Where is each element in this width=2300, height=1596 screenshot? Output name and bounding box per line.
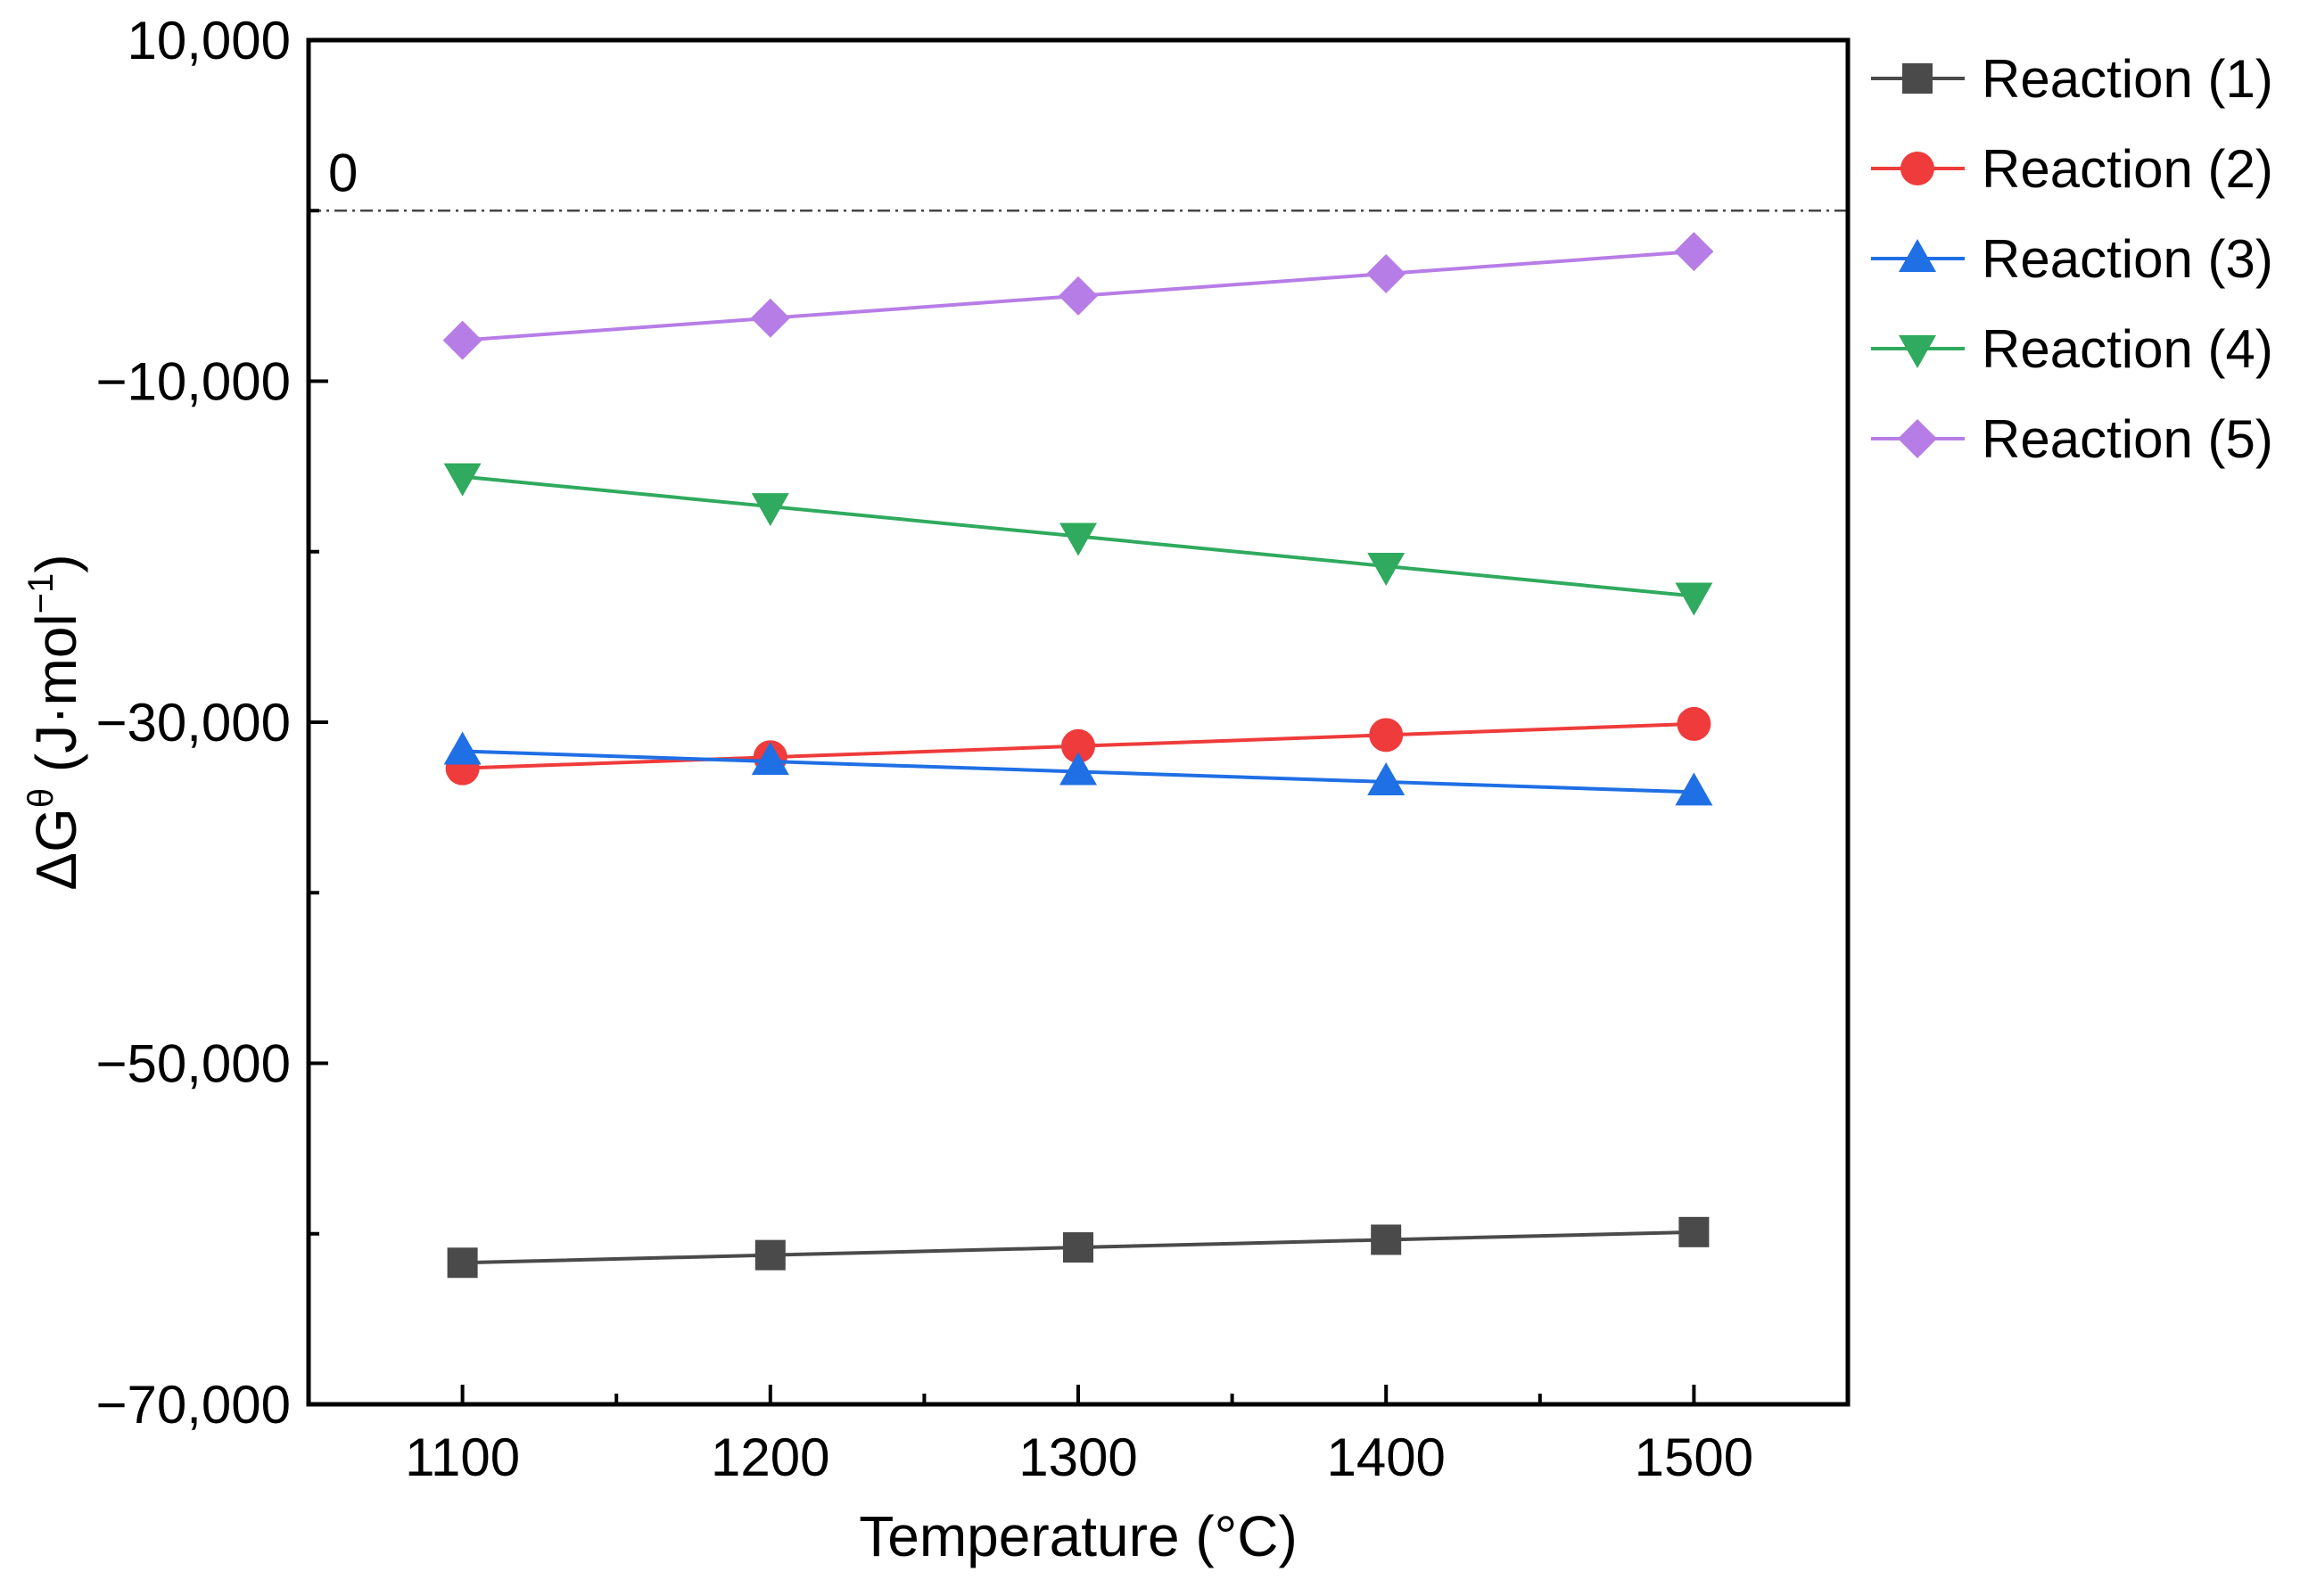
y-axis-title: ΔGθ (J·mol−1) — [21, 554, 88, 890]
data-point-5-1500 — [1674, 232, 1714, 272]
data-point-2-1400 — [1369, 718, 1404, 753]
legend-marker — [1902, 63, 1933, 94]
legend-label: Reaction (2) — [1982, 139, 2273, 199]
legend: Reaction (1) Reaction (2) Reaction (3) Reac… — [1871, 49, 2273, 469]
data-point-5-1300 — [1059, 276, 1098, 316]
data-point-5-1200 — [750, 298, 790, 338]
data-point-1-1300 — [1063, 1232, 1093, 1263]
data-point-3-1300 — [1059, 752, 1097, 786]
zero-reference-label: 0 — [328, 143, 358, 202]
x-axis-title: Temperature (°C) — [859, 1504, 1298, 1568]
legend-item-2: Reaction (2) — [1871, 139, 2273, 199]
data-point-3-1500 — [1675, 772, 1713, 806]
y-axis-title-prefix: ΔG — [24, 808, 88, 891]
data-point-3-1400 — [1367, 761, 1406, 795]
legend-label: Reaction (4) — [1982, 319, 2273, 379]
y-axis-title-unit-superscript: −1 — [21, 573, 61, 614]
data-point-2-1300 — [1061, 728, 1095, 763]
data-point-5-1400 — [1366, 254, 1406, 294]
data-point-1-1500 — [1678, 1216, 1710, 1247]
data-point-3-1200 — [751, 741, 789, 775]
series-reaction-5 — [442, 232, 1714, 360]
legend-label: Reaction (3) — [1982, 229, 2273, 289]
series-reaction-1 — [447, 1216, 1710, 1279]
data-point-1-1100 — [447, 1247, 478, 1279]
y-tick-label: −50,000 — [95, 1034, 291, 1094]
y-tick-label: −10,000 — [95, 352, 291, 412]
x-tick-label: 1200 — [711, 1427, 829, 1487]
y-axis-title-superscript: θ — [21, 788, 61, 808]
legend-item-4: Reaction (4) — [1871, 319, 2273, 379]
legend-marker — [1900, 152, 1934, 185]
x-tick-label: 1100 — [405, 1427, 520, 1487]
axis-layer: 1100 1200 1300 1400 1500 10,000 −10,000 −30,000… — [95, 11, 1753, 1487]
legend-marker — [1899, 335, 1936, 368]
series-reaction-3 — [443, 731, 1713, 806]
data-point-1-1400 — [1371, 1224, 1402, 1255]
data-point-2-1500 — [1677, 706, 1711, 741]
series-reaction-4 — [443, 463, 1713, 616]
legend-item-3: Reaction (3) — [1871, 229, 2273, 289]
legend-item-5: Reaction (5) — [1871, 409, 2273, 469]
data-point-4-1400 — [1367, 553, 1406, 587]
legend-item-1: Reaction (1) — [1871, 49, 2273, 109]
data-point-5-1100 — [442, 320, 482, 360]
data-point-1-1200 — [754, 1239, 786, 1271]
x-tick-label: 1300 — [1018, 1427, 1137, 1487]
legend-marker — [1899, 239, 1936, 272]
y-tick-label: −70,000 — [95, 1375, 291, 1435]
data-point-4-1500 — [1675, 582, 1713, 616]
data-point-3-1100 — [443, 731, 482, 765]
y-tick-label: −30,000 — [95, 693, 291, 753]
y-tick-label: 10,000 — [127, 11, 291, 70]
series-layer — [442, 232, 1714, 1279]
y-axis-title-unit-close: ) — [24, 554, 88, 572]
data-point-4-1100 — [443, 463, 482, 497]
data-point-4-1200 — [751, 493, 789, 527]
data-point-4-1300 — [1059, 522, 1097, 556]
plot-frame — [306, 37, 1851, 1407]
legend-label: Reaction (5) — [1982, 409, 2273, 469]
legend-label: Reaction (1) — [1982, 49, 2273, 109]
y-axis-title-unit-open: (J·mol — [24, 613, 88, 788]
x-tick-label: 1500 — [1635, 1427, 1753, 1487]
x-tick-label: 1400 — [1326, 1427, 1445, 1487]
legend-marker — [1898, 419, 1937, 458]
